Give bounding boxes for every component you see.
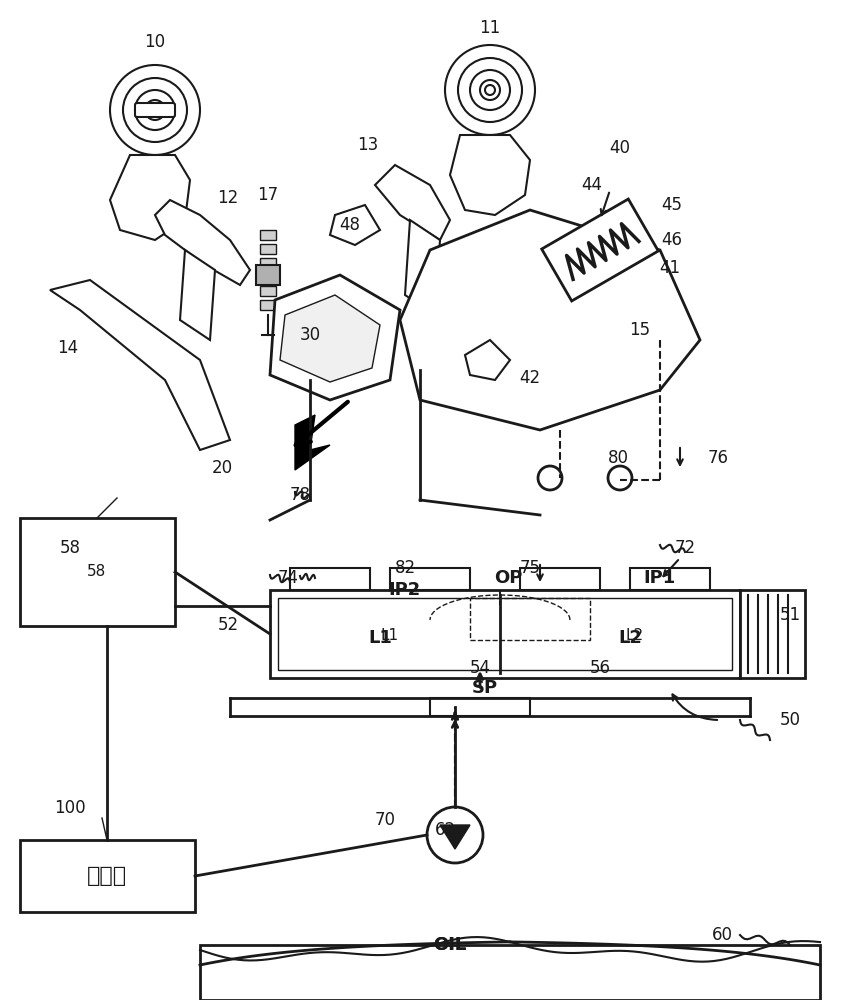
Polygon shape — [399, 210, 699, 430]
Text: 11: 11 — [479, 19, 500, 37]
FancyBboxPatch shape — [290, 568, 369, 590]
Polygon shape — [50, 280, 229, 450]
Text: 44: 44 — [581, 176, 602, 194]
Text: 15: 15 — [629, 321, 650, 339]
Text: 30: 30 — [299, 326, 320, 344]
FancyBboxPatch shape — [430, 698, 530, 716]
Polygon shape — [404, 220, 439, 315]
Text: 78: 78 — [289, 486, 310, 504]
Polygon shape — [200, 945, 819, 1000]
FancyBboxPatch shape — [259, 300, 276, 310]
FancyBboxPatch shape — [20, 840, 194, 912]
Text: OIL: OIL — [432, 936, 466, 954]
Text: 45: 45 — [661, 196, 682, 214]
FancyBboxPatch shape — [20, 518, 175, 626]
Text: 58: 58 — [87, 564, 107, 580]
Text: 12: 12 — [218, 189, 238, 207]
Polygon shape — [541, 199, 658, 301]
Text: OP: OP — [493, 569, 521, 587]
Text: 14: 14 — [57, 339, 78, 357]
Polygon shape — [294, 415, 329, 470]
FancyBboxPatch shape — [630, 568, 709, 590]
FancyBboxPatch shape — [256, 265, 280, 285]
Polygon shape — [374, 165, 450, 240]
Text: 76: 76 — [706, 449, 728, 467]
FancyBboxPatch shape — [259, 258, 276, 268]
Polygon shape — [439, 825, 469, 849]
Text: 17: 17 — [257, 186, 278, 204]
Text: 74: 74 — [277, 569, 299, 587]
Text: 60: 60 — [711, 926, 732, 944]
Text: 41: 41 — [659, 259, 680, 277]
Text: 10: 10 — [144, 33, 165, 51]
Text: L1: L1 — [368, 629, 392, 647]
FancyBboxPatch shape — [278, 598, 731, 670]
Text: 50: 50 — [779, 711, 799, 729]
Text: 51: 51 — [779, 606, 799, 624]
Polygon shape — [270, 275, 399, 400]
FancyBboxPatch shape — [270, 590, 740, 678]
Polygon shape — [180, 250, 215, 340]
Text: 13: 13 — [357, 136, 378, 154]
Text: 58: 58 — [60, 539, 80, 557]
Text: 40: 40 — [609, 139, 630, 157]
FancyBboxPatch shape — [259, 272, 276, 282]
Circle shape — [537, 466, 561, 490]
Text: 70: 70 — [374, 811, 395, 829]
Text: 80: 80 — [606, 449, 628, 467]
Text: L2: L2 — [618, 629, 641, 647]
Text: IP2: IP2 — [388, 581, 421, 599]
Text: 52: 52 — [218, 616, 238, 634]
Text: SP: SP — [472, 679, 497, 697]
Text: L2: L2 — [625, 628, 643, 642]
Text: L1: L1 — [380, 628, 398, 642]
Text: 75: 75 — [519, 559, 540, 577]
FancyBboxPatch shape — [390, 568, 469, 590]
Text: 72: 72 — [674, 539, 694, 557]
Polygon shape — [450, 135, 530, 215]
Circle shape — [426, 807, 483, 863]
Text: 56: 56 — [589, 659, 610, 677]
Text: 100: 100 — [54, 799, 85, 817]
Text: OIL: OIL — [432, 936, 466, 954]
Text: 20: 20 — [212, 459, 232, 477]
FancyBboxPatch shape — [519, 568, 600, 590]
Text: IP1: IP1 — [643, 569, 676, 587]
FancyBboxPatch shape — [259, 230, 276, 240]
Text: 46: 46 — [661, 231, 682, 249]
Polygon shape — [464, 340, 509, 380]
FancyBboxPatch shape — [135, 103, 175, 117]
FancyBboxPatch shape — [259, 244, 276, 254]
Circle shape — [607, 466, 631, 490]
Polygon shape — [154, 200, 250, 285]
FancyBboxPatch shape — [259, 286, 276, 296]
Text: 82: 82 — [394, 559, 415, 577]
Polygon shape — [280, 295, 380, 382]
Text: 62: 62 — [434, 821, 455, 839]
Text: 54: 54 — [469, 659, 490, 677]
Text: 42: 42 — [519, 369, 540, 387]
Polygon shape — [329, 205, 380, 245]
FancyBboxPatch shape — [740, 590, 804, 678]
Polygon shape — [110, 155, 189, 240]
Text: 控制器: 控制器 — [87, 866, 127, 886]
Text: 48: 48 — [339, 216, 360, 234]
